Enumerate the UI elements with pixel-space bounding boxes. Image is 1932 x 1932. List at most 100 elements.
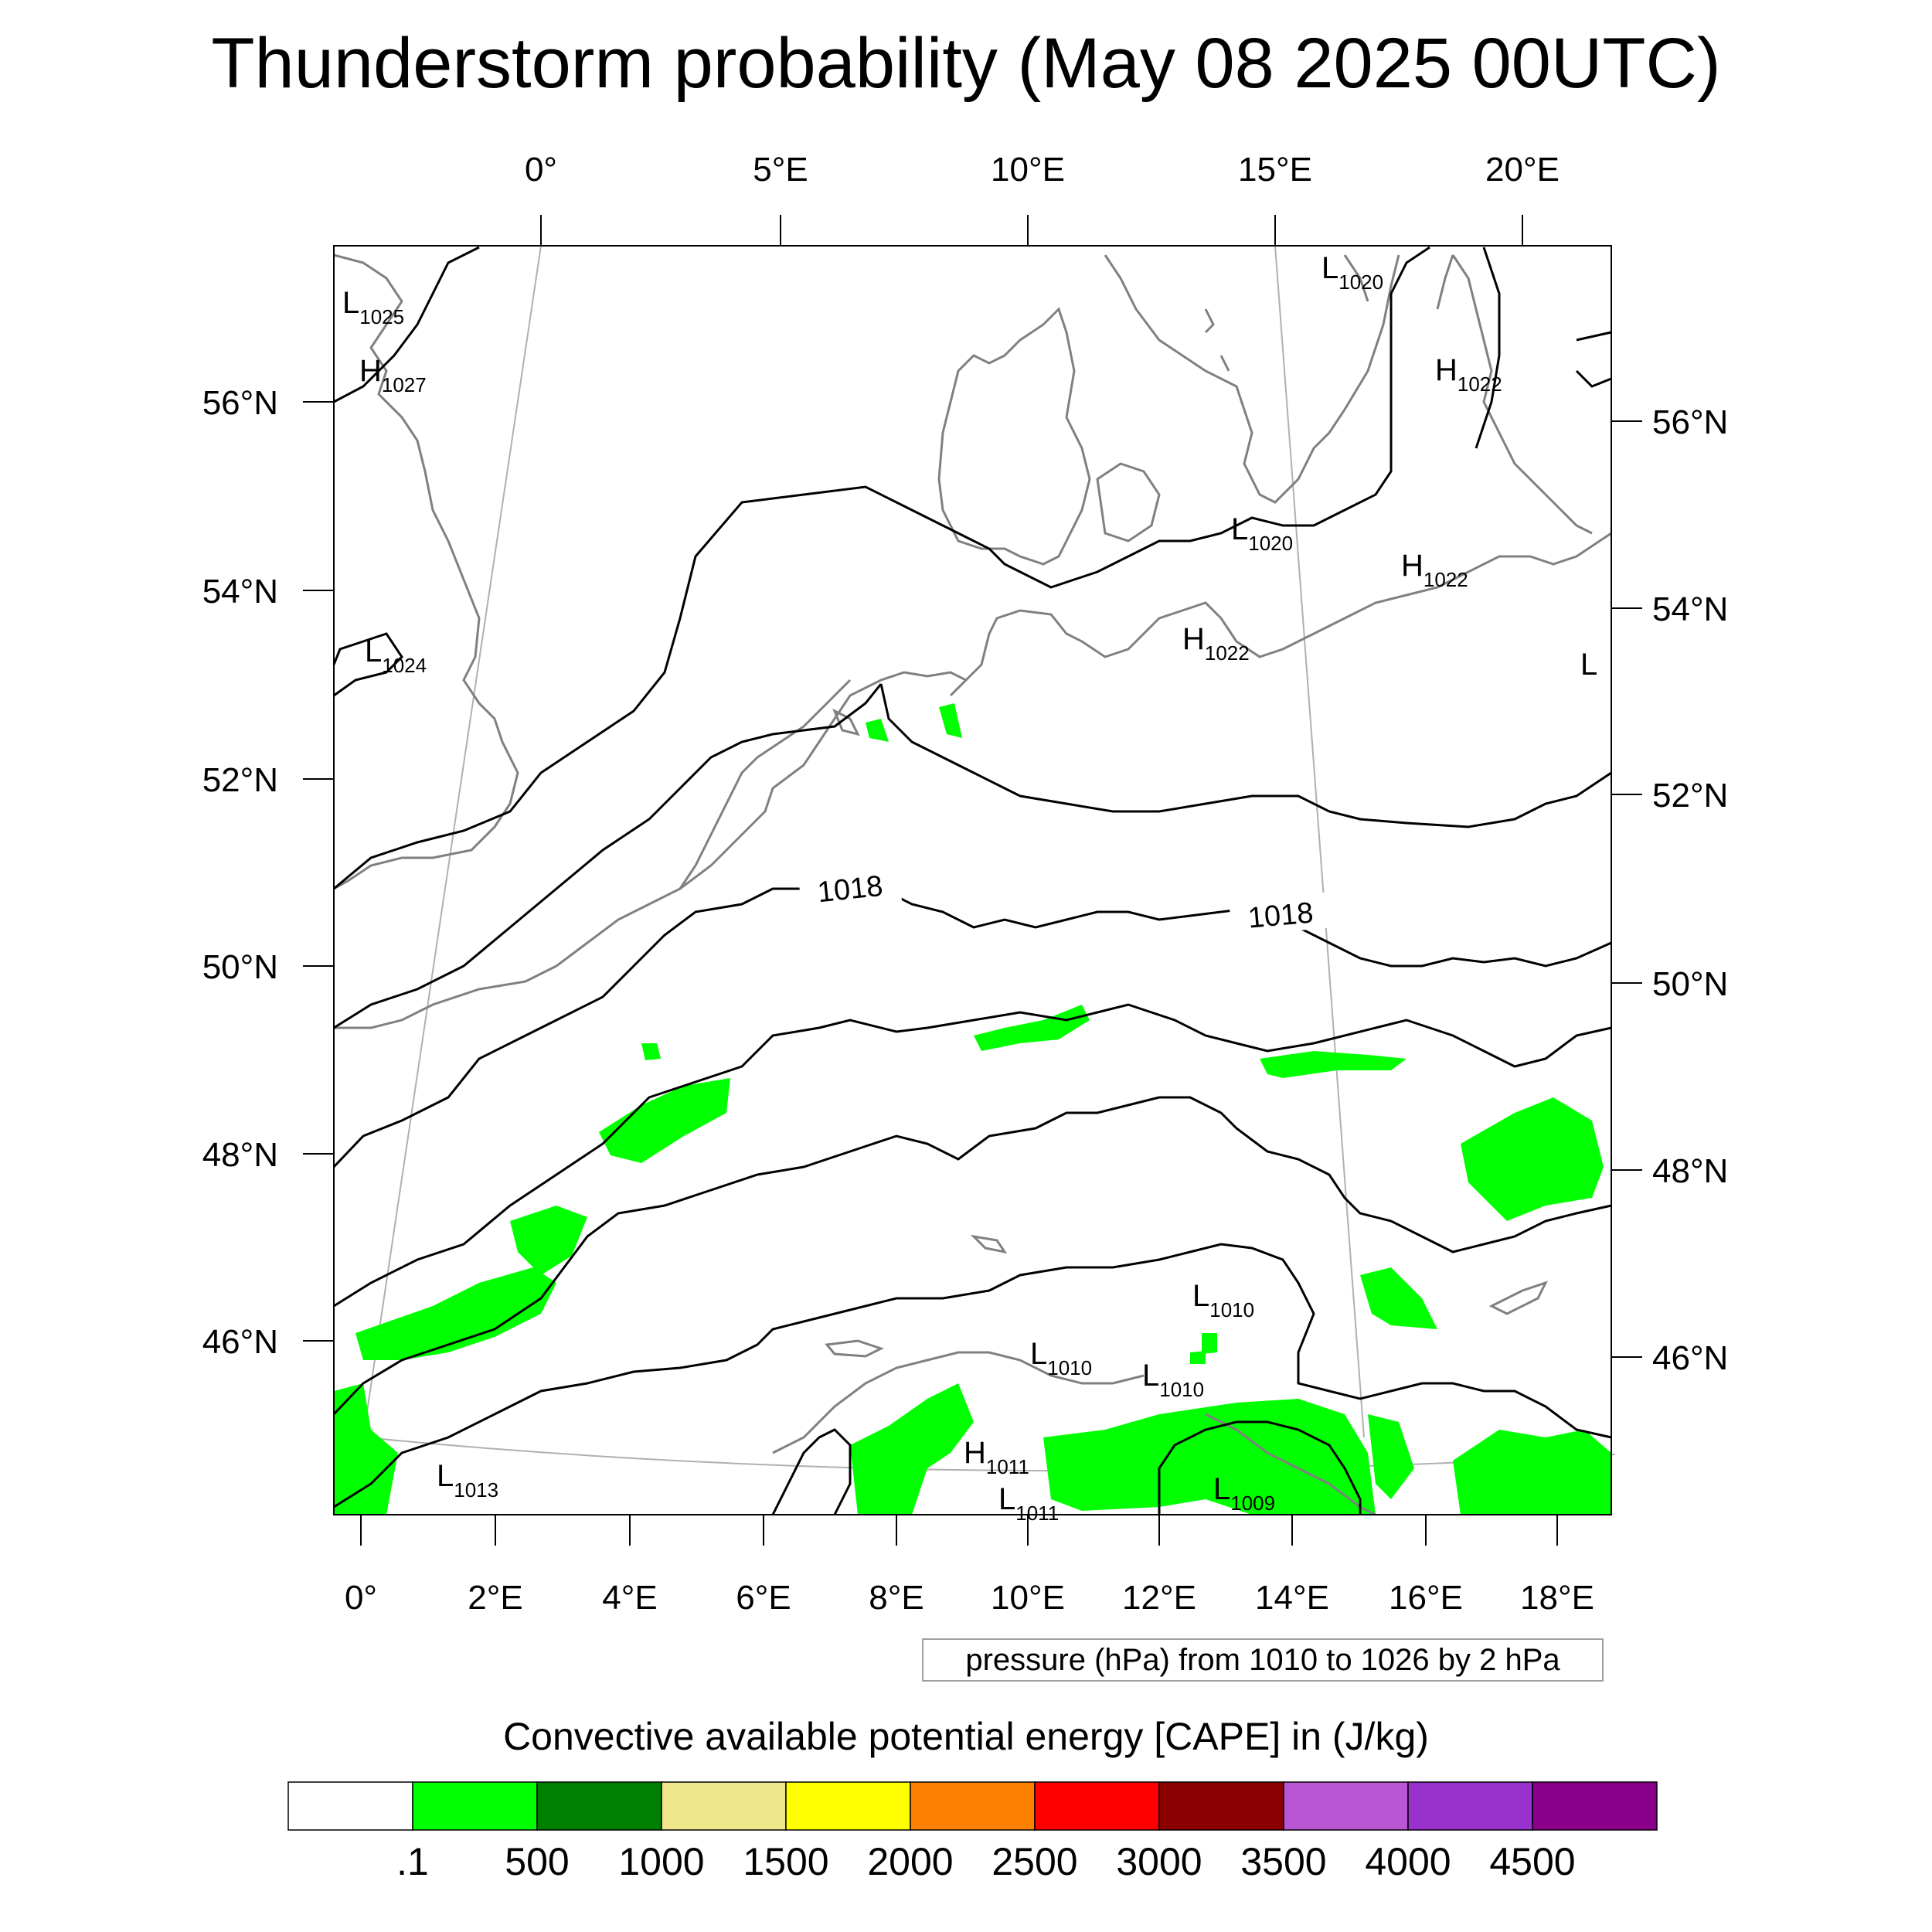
top-lon-label: 15°E — [1238, 151, 1312, 189]
isobar-5 — [333, 1003, 1612, 1308]
coastline-sweden — [1104, 254, 1400, 504]
colorbar-tick-label: 4500 — [1489, 1840, 1575, 1883]
coastline-zealand — [1096, 462, 1161, 543]
cape-area-croatia — [1368, 1414, 1414, 1499]
pressure-value: 1022 — [1205, 641, 1250, 665]
cape-area-netherlands — [866, 719, 889, 742]
colorbar-swatch — [1034, 1781, 1160, 1831]
pressure-value: 1022 — [1423, 568, 1468, 591]
cape-area-slovenia — [1360, 1267, 1437, 1329]
coastline-netherlands — [679, 679, 852, 889]
colorbar-swatch — [910, 1781, 1036, 1831]
pressure-value: 1013 — [454, 1478, 498, 1502]
low-pressure-label: L1010 — [1192, 1279, 1254, 1321]
top-lon-label: 5°E — [753, 151, 808, 189]
bottom-lon-label: 8°E — [869, 1579, 923, 1617]
bottom-lon-label: 10°E — [991, 1579, 1065, 1617]
pressure-value: 1022 — [1458, 372, 1502, 396]
isobars — [332, 246, 1612, 1515]
cape-area-north-1 — [599, 1078, 730, 1163]
colorbar-swatch — [412, 1781, 538, 1831]
right-lat-label: 48°N — [1652, 1152, 1728, 1190]
isobar-2 — [333, 683, 883, 1029]
isobar-10 — [332, 632, 403, 697]
colorbar-tick-label: 2500 — [992, 1840, 1077, 1883]
contour-info-text: pressure (hPa) from 1010 to 1026 by 2 hP… — [965, 1642, 1560, 1677]
low-pressure-label: L1013 — [437, 1459, 498, 1502]
tick-marks — [303, 215, 1642, 1546]
top-lon-label: 0° — [525, 151, 557, 189]
pressure-centers: L 1025 H1027 L1024 L1020 H1022 L1020 H1022 H1022… — [342, 251, 1597, 1525]
coastline-uk-east — [333, 253, 519, 890]
map-frame — [333, 245, 1612, 1515]
isobar-1 — [333, 246, 1430, 890]
right-lat-label: 54°N — [1652, 590, 1728, 628]
colorbar-swatch — [785, 1781, 911, 1831]
left-lat-label: 50°N — [202, 948, 278, 986]
bottom-lon-label: 0° — [345, 1579, 377, 1617]
pressure-value: 1025 — [359, 305, 404, 328]
isobar-7 — [333, 1243, 1612, 1509]
colorbar-swatch — [1407, 1781, 1533, 1831]
pressure-value: 1010 — [1159, 1378, 1204, 1401]
isobar-label: 1018 — [1247, 896, 1315, 934]
cape-area-north-3 — [355, 1267, 556, 1360]
cape-area-dot-2 — [1202, 1333, 1217, 1354]
coastline-germany-north — [964, 532, 1612, 682]
isobar-3 — [879, 683, 1612, 828]
isobar-6 — [332, 1096, 1612, 1416]
low-pressure-label: L1020 — [1231, 512, 1293, 555]
colorbar-swatch — [1283, 1781, 1409, 1831]
coastline-uk-south — [334, 964, 557, 1029]
bottom-lon-label: 6°E — [736, 1579, 791, 1617]
colorbar-tick-label: 2000 — [867, 1840, 953, 1883]
high-pressure-label: H1022 — [1182, 622, 1250, 665]
bottom-lon-label: 2°E — [468, 1579, 522, 1617]
pressure-value: 1011 — [1015, 1502, 1059, 1525]
right-lat-label: 52°N — [1652, 777, 1728, 815]
pressure-value: 1010 — [1209, 1298, 1254, 1321]
right-lat-label: 56°N — [1652, 403, 1728, 441]
colorbar-tick-label: .1 — [396, 1840, 429, 1883]
cape-area-dot-3 — [1190, 1351, 1206, 1364]
colorbar-swatch — [661, 1781, 787, 1831]
coastline-lake-balaton — [1488, 1281, 1548, 1315]
colorbar-tick-label: 3500 — [1240, 1840, 1326, 1883]
low-pressure-label: L1010 — [1142, 1359, 1204, 1401]
cape-area-germany-1 — [974, 1005, 1090, 1051]
graticule-line-15e — [1274, 245, 1365, 1438]
colorbar-tick-label: 4000 — [1365, 1840, 1451, 1883]
left-lat-label: 46°N — [202, 1323, 278, 1361]
coastline-adriatic-west — [772, 1351, 1145, 1454]
isobar-4 — [332, 879, 1612, 1168]
pressure-value: 1011 — [986, 1455, 1029, 1478]
left-lat-label: 52°N — [202, 761, 278, 799]
coastline-islands-baltic — [1204, 254, 1454, 372]
low-pressure-label: L1010 — [1030, 1337, 1092, 1379]
colorbar-title: Convective available potential energy [C… — [503, 1715, 1429, 1758]
colorbar-swatch — [287, 1781, 413, 1831]
cape-area-dot-1 — [641, 1043, 661, 1060]
colorbar-swatch — [1532, 1781, 1658, 1831]
bottom-lon-label: 18°E — [1520, 1579, 1594, 1617]
colorbar-tick-label: 3000 — [1116, 1840, 1202, 1883]
isobar-12 — [1475, 247, 1501, 449]
colorbar-tick-label: 1000 — [618, 1840, 704, 1883]
coastline-jutland — [937, 307, 1091, 566]
isobar-label: 1018 — [816, 870, 884, 910]
coastline-france-channel — [556, 671, 968, 968]
pressure-value: 1009 — [1230, 1492, 1275, 1515]
cape-area-czech — [1260, 1051, 1406, 1078]
colorbar-tick-label: 1500 — [743, 1840, 828, 1883]
pressure-value: 1027 — [382, 373, 427, 396]
cape-area-west-1 — [334, 1383, 398, 1515]
colorbar-swatch — [536, 1781, 662, 1831]
left-lat-label: 56°N — [202, 384, 278, 422]
top-lon-label: 20°E — [1485, 151, 1560, 189]
high-pressure-label: H1027 — [359, 354, 427, 396]
isobar-11 — [333, 246, 480, 403]
cape-area-denmark — [939, 703, 962, 738]
pressure-value: 1020 — [1338, 270, 1383, 294]
